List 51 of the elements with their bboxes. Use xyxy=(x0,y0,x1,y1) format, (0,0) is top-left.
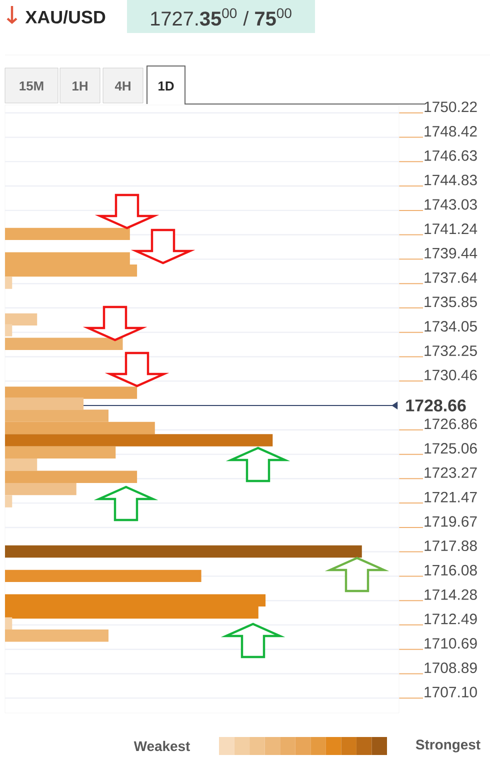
y-tick-label: 1707.10 xyxy=(424,686,477,698)
y-tick-label: 1717.88 xyxy=(424,540,477,552)
bar xyxy=(5,410,108,422)
y-tick-label: 1712.49 xyxy=(424,614,477,624)
bar xyxy=(5,458,38,471)
y-tick-label: 1735.85 xyxy=(424,296,477,308)
bar xyxy=(5,397,84,410)
bar xyxy=(5,386,138,399)
chart-subtitle: 1727.35$^{00}$ / 75$^{00}$ xyxy=(151,8,292,26)
y-tick-label: 1739.44 xyxy=(424,248,478,258)
bar xyxy=(5,630,108,642)
y-tick-label: 1732.25 xyxy=(424,345,477,356)
y-tick-label: 1743.03 xyxy=(424,199,477,210)
text: 15M xyxy=(20,81,44,91)
bar xyxy=(5,434,273,446)
y-tick-label: 1734.05 xyxy=(424,321,477,332)
bar xyxy=(5,495,12,508)
y-tick-label: 1748.42 xyxy=(424,126,477,137)
y-tick-label: 1725.06 xyxy=(424,443,477,454)
y-tick-label: 1716.08 xyxy=(424,564,477,576)
y-tick-label: 1714.28 xyxy=(424,589,477,600)
bar xyxy=(5,313,38,326)
y-tick-label: 1719.67 xyxy=(424,516,477,527)
bar xyxy=(5,338,123,350)
y-tick-label: 1708.89 xyxy=(424,662,477,674)
y-tick-label: 1741.24 xyxy=(424,224,478,234)
y-tick-label: 1710.69 xyxy=(424,638,477,649)
text: Strongest xyxy=(416,740,480,752)
bar xyxy=(5,482,76,496)
bar xyxy=(5,446,116,459)
text: Weakest xyxy=(134,740,190,752)
y-tick-label: 1721.47 xyxy=(424,492,477,502)
y-tick-label: 1746.63 xyxy=(424,150,477,161)
chart-title: XAU/USD xyxy=(25,10,106,24)
text: 1D xyxy=(158,82,174,90)
y-tick-label: 1723.27 xyxy=(424,467,477,478)
bar xyxy=(5,470,138,483)
text: 4H xyxy=(114,82,130,90)
y-tick-label: 1737.64 xyxy=(424,272,478,283)
y-tick-label: 1726.86 xyxy=(424,418,477,430)
y-tick-label: 1750.22 xyxy=(424,102,477,112)
bar xyxy=(5,617,12,630)
y-tick-label: 1744.83 xyxy=(424,174,477,186)
bar xyxy=(5,276,12,289)
bar xyxy=(5,545,362,558)
y-tick-label: 1730.46 xyxy=(424,370,477,380)
text: 1H xyxy=(72,82,88,90)
bar xyxy=(5,570,202,582)
ref-line-label: 1728.66 xyxy=(406,399,466,412)
bar xyxy=(5,324,12,336)
bar xyxy=(5,422,155,434)
